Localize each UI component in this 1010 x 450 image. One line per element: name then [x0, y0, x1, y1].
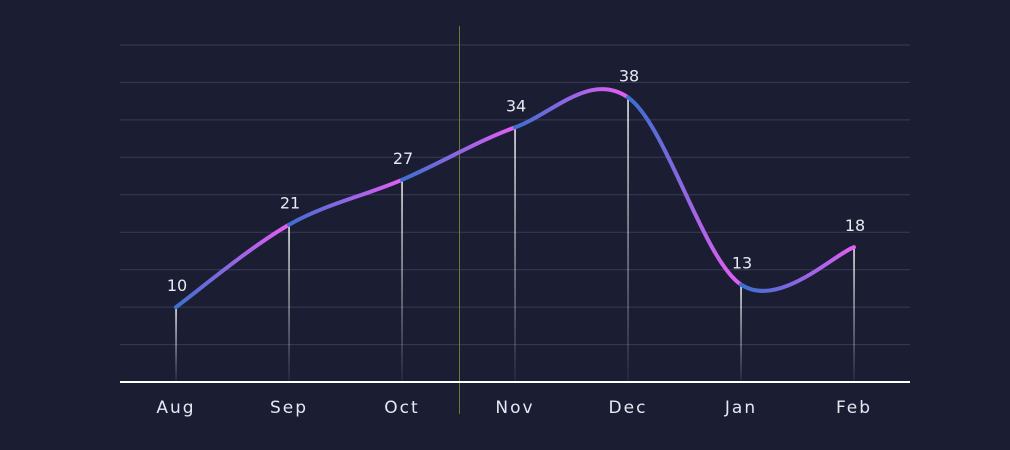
x-tick-labels: Aug Sep Oct Nov Dec Jan Feb — [156, 398, 872, 418]
line-segment-sep-oct — [287, 177, 404, 227]
x-tick-label-oct: Oct — [384, 398, 419, 418]
x-tick-label-aug: Aug — [156, 398, 195, 418]
data-label-oct: 27 — [393, 149, 413, 168]
x-tick-label-jan: Jan — [724, 398, 757, 418]
data-label-dec: 38 — [619, 66, 639, 85]
drop-line-sep — [288, 224, 290, 382]
x-tick-label-feb: Feb — [836, 398, 872, 418]
data-label-sep: 21 — [280, 194, 300, 213]
line-segment-oct-nov — [400, 125, 517, 182]
x-tick-label-sep: Sep — [270, 398, 308, 418]
x-tick-label-dec: Dec — [609, 398, 648, 418]
data-label-feb: 18 — [845, 216, 865, 235]
drop-line-nov — [514, 127, 516, 383]
x-tick-label-nov: Nov — [495, 398, 534, 418]
line-segment-aug-sep — [174, 222, 291, 310]
drop-line-aug — [175, 307, 177, 382]
data-label-jan: 13 — [732, 254, 752, 273]
drop-line-jan — [740, 284, 742, 382]
drop-line-feb — [853, 247, 855, 382]
drop-lines — [175, 97, 855, 383]
drop-line-dec — [627, 97, 629, 383]
data-label-nov: 34 — [506, 96, 526, 115]
data-label-aug: 10 — [167, 276, 187, 295]
data-labels: 10 21 27 34 38 13 18 — [167, 66, 865, 295]
drop-line-oct — [401, 179, 403, 382]
line-segment-jan-feb — [739, 245, 856, 293]
line-segment-dec-jan — [626, 95, 743, 287]
series-line — [174, 87, 856, 310]
line-segment-nov-dec — [513, 87, 630, 130]
